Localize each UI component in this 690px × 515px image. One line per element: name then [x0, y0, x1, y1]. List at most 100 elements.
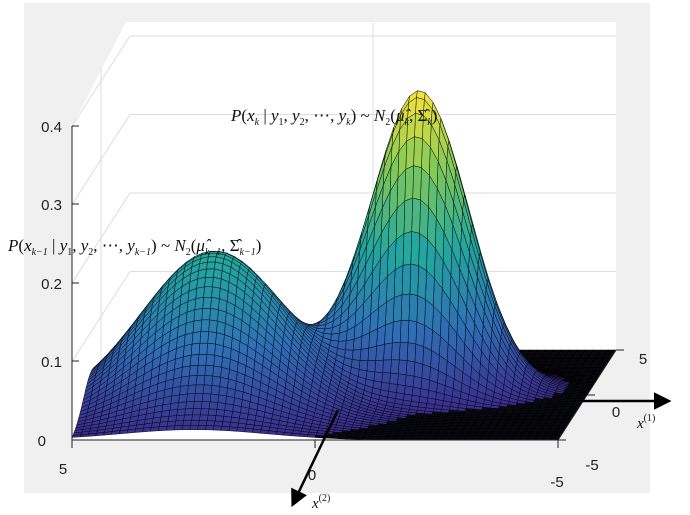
- surface-cell: [267, 430, 277, 435]
- surface-cell: [134, 427, 144, 433]
- surface-cell: [175, 414, 185, 422]
- surface-cell: [220, 367, 230, 380]
- surface-cell: [206, 414, 217, 422]
- surface-cell: [409, 263, 419, 296]
- surface-cell: [345, 338, 355, 351]
- x1-tick-label: 0: [612, 404, 620, 421]
- surface-cell: [411, 197, 421, 234]
- surface-cell: [221, 421, 231, 428]
- surface-cell: [190, 420, 200, 426]
- surface-cell: [210, 297, 220, 310]
- surface-cell: [388, 383, 398, 393]
- surface-cell: [414, 343, 424, 365]
- surface-cell: [207, 331, 217, 345]
- surface-cell: [410, 231, 420, 267]
- x1-tick-label: 5: [639, 351, 647, 368]
- surface-cell: [209, 308, 219, 322]
- surface-cell: [345, 436, 356, 440]
- surface-cell: [103, 431, 113, 436]
- surface-cell: [215, 409, 225, 417]
- surface-cell: [118, 429, 129, 435]
- surface-cell: [174, 420, 184, 427]
- surface-cell: [399, 320, 410, 343]
- surface-cell: [199, 414, 209, 421]
- surface-cell: [220, 426, 230, 432]
- surface-cell: [196, 364, 207, 376]
- x1-ticks: 5 0 -5: [558, 349, 647, 474]
- surface-cell: [212, 365, 222, 378]
- surface-cell: [394, 233, 405, 271]
- surface-cell: [390, 359, 400, 375]
- surface-cell: [167, 415, 177, 422]
- surface-cell: [180, 375, 190, 387]
- surface-cell: [170, 394, 180, 404]
- surface-cell: [202, 384, 213, 395]
- surface-cell: [393, 294, 403, 323]
- surface-cell: [208, 319, 218, 333]
- surface-cell: [417, 265, 427, 300]
- surface-cell: [422, 346, 432, 368]
- surface-cell: [358, 360, 369, 372]
- x2-ticks: 5 0 -5: [59, 440, 564, 491]
- surface-cell: [213, 354, 223, 368]
- surface-cell: [185, 401, 195, 410]
- surface-cell: [211, 375, 221, 387]
- surface-cell: [203, 375, 213, 386]
- surface-cell: [398, 359, 408, 376]
- surface-cell: [374, 359, 384, 373]
- surface-cell: [204, 364, 214, 377]
- surface-cell: [182, 354, 192, 368]
- surface-cell: [404, 374, 415, 388]
- surface-cell: [205, 354, 215, 367]
- surface-cell: [194, 393, 204, 402]
- surface-cell: [382, 359, 392, 374]
- surface-cell: [177, 401, 187, 410]
- z-tick-label: 0.4: [41, 119, 62, 136]
- surface-cell: [412, 165, 422, 201]
- x2-tick-label: 5: [59, 461, 67, 478]
- surface-cell: [228, 426, 238, 432]
- surface-cell: [216, 402, 226, 411]
- surface-cell: [367, 345, 377, 361]
- surface-cell: [393, 265, 404, 298]
- surface-cell: [206, 261, 216, 270]
- surface-cell: [171, 386, 181, 397]
- x2-tick-label: -5: [550, 474, 563, 491]
- surface-cell: [421, 363, 431, 381]
- surface-cell: [392, 320, 402, 344]
- surface-cell: [194, 297, 204, 310]
- surface-cell: [391, 341, 401, 361]
- surface-cell: [225, 395, 235, 406]
- surface-cell: [222, 416, 232, 423]
- surface-cell: [405, 360, 416, 377]
- surface-cell: [150, 426, 160, 432]
- surface-cell: [381, 372, 391, 384]
- surface-cell: [283, 432, 293, 437]
- surface-cell: [188, 375, 198, 386]
- surface-cell: [197, 354, 208, 366]
- x2-tick-label: 0: [308, 467, 316, 484]
- z-tick-label: 0.2: [41, 276, 62, 293]
- surface-cell: [215, 332, 225, 347]
- surface-cell: [275, 431, 285, 436]
- surface-cell: [157, 426, 168, 432]
- gaussian-surface: [71, 90, 617, 441]
- surface-cell: [404, 385, 414, 396]
- surface-cell: [330, 435, 340, 439]
- surface-cell: [259, 429, 270, 435]
- surface-cell: [165, 425, 176, 431]
- surface-cell: [183, 414, 193, 421]
- surface-cell: [314, 434, 325, 439]
- surface-cell: [191, 331, 202, 345]
- surface-cell: [218, 386, 228, 397]
- x2-direction-arrow: [291, 409, 340, 508]
- surface-cell: [198, 342, 208, 355]
- surface-cell: [71, 434, 82, 438]
- surface-cell: [209, 393, 219, 403]
- surface-cell: [79, 433, 89, 438]
- surface-cell: [224, 403, 234, 412]
- surface-cell: [373, 371, 383, 383]
- surface-cell: [212, 277, 222, 289]
- surface-cell: [369, 437, 380, 440]
- surface-cell: [244, 427, 254, 433]
